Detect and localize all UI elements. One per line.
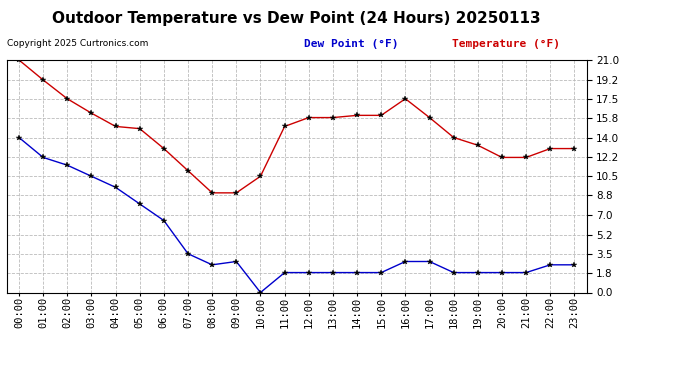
Text: Copyright 2025 Curtronics.com: Copyright 2025 Curtronics.com [7, 39, 148, 48]
Text: Dew Point (°F): Dew Point (°F) [304, 39, 398, 50]
Text: Temperature (°F): Temperature (°F) [452, 39, 560, 50]
Text: Outdoor Temperature vs Dew Point (24 Hours) 20250113: Outdoor Temperature vs Dew Point (24 Hou… [52, 11, 541, 26]
